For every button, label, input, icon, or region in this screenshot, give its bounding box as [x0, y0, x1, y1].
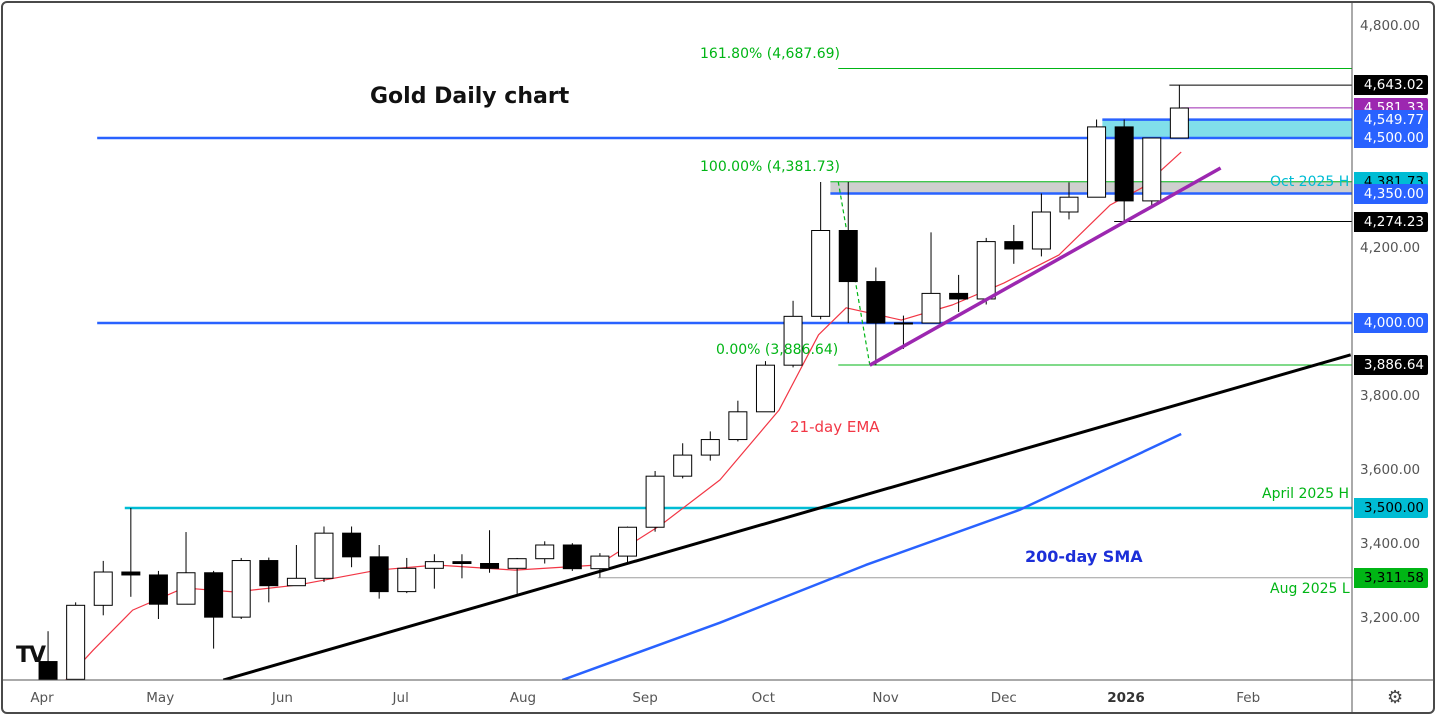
candle-body	[811, 230, 831, 317]
candle-body	[176, 572, 196, 605]
candle-body	[535, 544, 555, 560]
candle-body	[507, 558, 527, 569]
candle-body	[397, 567, 417, 593]
trendline-purple	[868, 166, 1222, 367]
candle-body	[314, 532, 334, 579]
candle-body	[259, 560, 279, 587]
time-tick: Dec	[990, 690, 1017, 706]
candle-body	[700, 439, 720, 456]
trendline-black	[222, 353, 1352, 680]
candle-body	[1059, 196, 1079, 213]
candle-body	[976, 241, 996, 300]
candle-body	[755, 364, 775, 413]
time-tick: Sep	[632, 690, 658, 706]
candle-body	[1169, 107, 1189, 139]
chart-title: Gold Daily chart	[370, 84, 570, 109]
candle-body	[38, 661, 58, 680]
fib-161-label: 161.80% (4,687.69)	[700, 46, 841, 62]
candle-body	[645, 475, 665, 528]
candle-body	[286, 577, 306, 587]
price-badge: 4,643.02	[1354, 75, 1428, 96]
tradingview-logo[interactable]: TV	[16, 643, 46, 668]
time-tick: Oct	[751, 690, 776, 706]
candle-body	[342, 532, 362, 558]
candle-body	[1004, 241, 1024, 250]
candle-body	[148, 574, 168, 605]
candle-body	[1087, 126, 1107, 198]
time-tick: Apr	[30, 690, 54, 706]
candle-body	[728, 411, 748, 441]
candle-body	[1142, 137, 1162, 202]
plot-area	[38, 68, 1352, 680]
price-badge: 4,500.00	[1354, 128, 1428, 148]
time-tick: Feb	[1236, 690, 1261, 706]
candle-body	[480, 563, 500, 569]
candle-body	[921, 292, 941, 324]
candle-body	[452, 561, 472, 565]
price-badge: 4,549.77	[1354, 109, 1428, 130]
fib-0-label: 0.00% (3,886.64)	[716, 342, 839, 358]
price-badge: 4,000.00	[1354, 313, 1428, 333]
sma-label: 200-day SMA	[1025, 547, 1143, 566]
gear-icon[interactable]: ⚙	[1387, 687, 1404, 708]
fib-100-label: 100.00% (4,381.73)	[700, 159, 841, 175]
candle-body	[783, 315, 803, 366]
candle-body	[590, 555, 610, 570]
price-badge: 4,350.00	[1354, 183, 1428, 204]
aug-low-label: Aug 2025 L	[1270, 581, 1350, 597]
candle-body	[893, 322, 913, 325]
candle-body	[369, 556, 389, 593]
price-badge: 3,886.64	[1354, 354, 1428, 375]
candle-body	[949, 292, 969, 300]
candle-body	[1031, 211, 1051, 250]
price-tick: 3,400.00	[1360, 536, 1421, 552]
price-tick: 4,800.00	[1360, 18, 1421, 34]
candle-body	[562, 544, 582, 570]
oct-high-label: Oct 2025 H	[1270, 174, 1350, 190]
time-tick: Nov	[872, 690, 899, 706]
time-tick: Jul	[392, 690, 409, 706]
april-high-label: April 2025 H	[1262, 486, 1350, 502]
candle-body	[1114, 126, 1134, 202]
candle-body	[618, 526, 638, 557]
price-tick: 3,800.00	[1360, 388, 1421, 404]
time-tick: Aug	[509, 690, 537, 706]
candle-body	[866, 281, 886, 324]
time-tick: May	[146, 690, 175, 706]
candle-body	[204, 572, 224, 618]
price-badge: 3,500.00	[1354, 498, 1428, 518]
sma200-line	[561, 432, 1182, 680]
price-tick: 3,600.00	[1360, 462, 1421, 478]
time-tick: Jun	[271, 690, 293, 706]
time-tick: 2026	[1107, 690, 1145, 706]
ema-label: 21-day EMA	[790, 418, 880, 436]
candle-body	[424, 561, 444, 569]
price-badge: 3,311.58	[1354, 567, 1428, 588]
price-badge: 4,274.23	[1354, 211, 1428, 232]
price-tick: 4,200.00	[1360, 240, 1421, 256]
price-tick: 3,200.00	[1360, 610, 1421, 626]
candle-body	[121, 571, 141, 576]
candle-body	[838, 230, 858, 283]
candle-body	[231, 560, 251, 618]
candle-body	[93, 571, 113, 606]
zone	[1102, 119, 1352, 138]
candle-body	[673, 454, 693, 477]
candle-body	[66, 604, 86, 680]
